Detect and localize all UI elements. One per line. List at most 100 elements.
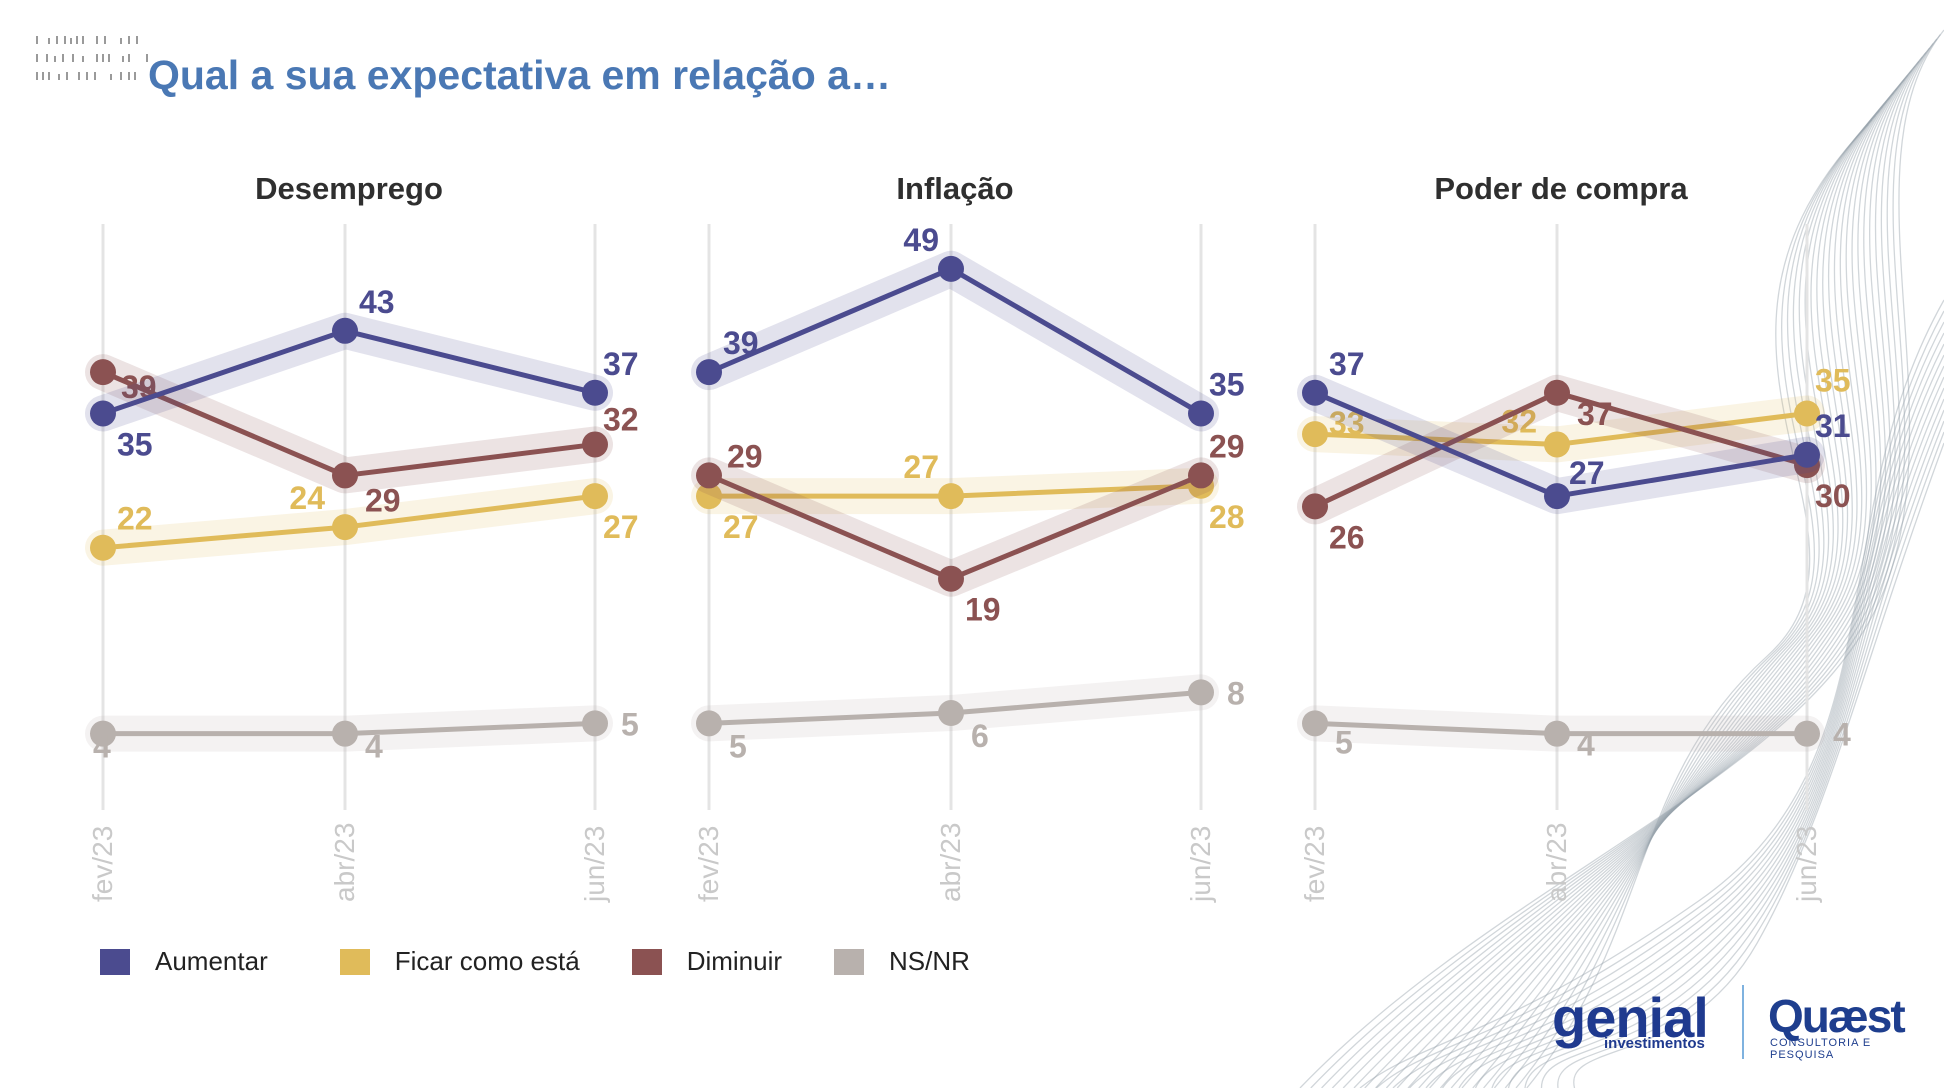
chart-title: Inflação bbox=[896, 171, 1013, 206]
wave-line bbox=[1396, 70, 1913, 1088]
wave-line bbox=[1458, 365, 1944, 1088]
chart-title: Desemprego bbox=[255, 171, 443, 206]
wave-line bbox=[1474, 376, 1944, 1088]
data-label-nsnr: 5 bbox=[1335, 724, 1353, 760]
chart-title: Poder de compra bbox=[1434, 171, 1688, 206]
wave-line bbox=[1429, 83, 1902, 1088]
data-label-nsnr: 4 bbox=[1833, 717, 1851, 753]
data-label-nsnr: 5 bbox=[729, 728, 747, 764]
legend-item-ficar: Ficar como está bbox=[339, 946, 580, 977]
data-label-aumentar: 35 bbox=[117, 426, 153, 462]
data-label-ficar: 35 bbox=[1815, 362, 1851, 398]
legend-swatch-nsnr bbox=[834, 948, 865, 975]
wave-line bbox=[1342, 47, 1931, 1088]
wave-line bbox=[1540, 420, 1944, 1088]
wave-line bbox=[1557, 431, 1944, 1088]
data-point-ficar bbox=[582, 483, 608, 510]
dot-pattern-icon bbox=[36, 36, 148, 80]
x-tick-label: jun/23 bbox=[1791, 826, 1822, 903]
wave-line bbox=[1515, 119, 1873, 1088]
wave-lines-group bbox=[1299, 29, 1944, 1088]
data-label-aumentar: 37 bbox=[603, 346, 639, 382]
wave-line bbox=[1425, 343, 1944, 1088]
genial-logo: genial bbox=[1552, 986, 1709, 1049]
wave-line bbox=[1491, 387, 1944, 1088]
data-point-ficar bbox=[938, 483, 964, 510]
data-label-ficar: 27 bbox=[723, 509, 759, 545]
wave-line bbox=[1507, 398, 1944, 1088]
x-tick-label: fev/23 bbox=[693, 826, 724, 902]
x-tick-label: fev/23 bbox=[87, 826, 118, 902]
wave-line bbox=[1483, 106, 1884, 1088]
x-tick-label: fev/23 bbox=[1299, 826, 1330, 902]
data-point-ficar bbox=[90, 534, 116, 561]
data-label-aumentar: 43 bbox=[359, 284, 395, 320]
data-point-ficar bbox=[696, 483, 722, 510]
data-point-ficar bbox=[1544, 431, 1570, 458]
data-label-diminuir: 29 bbox=[1209, 428, 1245, 464]
data-label-ficar: 27 bbox=[603, 509, 639, 545]
data-point-diminuir bbox=[90, 359, 116, 386]
data-point-aumentar bbox=[90, 400, 116, 427]
wave-line bbox=[1504, 115, 1877, 1088]
data-label-aumentar: 37 bbox=[1329, 346, 1365, 382]
data-label-diminuir: 32 bbox=[603, 401, 639, 437]
wave-line bbox=[1441, 354, 1944, 1088]
data-point-diminuir bbox=[332, 462, 358, 489]
legend-swatch-diminuir bbox=[631, 948, 662, 975]
chart-panel-2: Inflação fev/23 abr/23 jun/23 5 6 8 27 27 28 29 19 2… bbox=[691, 171, 1245, 903]
wave-line bbox=[1418, 79, 1905, 1088]
logo-divider bbox=[1742, 985, 1744, 1059]
genial-logo-subtitle: investimentos bbox=[1604, 1035, 1705, 1052]
data-label-aumentar: 31 bbox=[1815, 408, 1851, 444]
data-point-nsnr bbox=[582, 710, 608, 737]
data-point-nsnr bbox=[1188, 679, 1214, 706]
data-label-ficar: 27 bbox=[903, 449, 939, 485]
data-label-ficar: 28 bbox=[1209, 499, 1245, 535]
x-tick-label: abr/23 bbox=[935, 823, 966, 902]
wave-line bbox=[1331, 43, 1934, 1088]
data-label-diminuir: 26 bbox=[1329, 519, 1365, 555]
wave-line bbox=[1524, 409, 1944, 1088]
data-point-nsnr bbox=[1794, 720, 1820, 747]
legend-label-nsnr: NS/NR bbox=[889, 946, 970, 976]
data-point-nsnr bbox=[1302, 710, 1328, 737]
data-label-aumentar: 27 bbox=[1569, 455, 1605, 491]
wave-line bbox=[1392, 321, 1944, 1088]
wave-line bbox=[1375, 61, 1920, 1088]
data-point-diminuir bbox=[1302, 493, 1328, 520]
data-point-ficar bbox=[1794, 400, 1820, 427]
wave-line bbox=[1321, 38, 1938, 1088]
legend-swatch-ficar bbox=[339, 948, 370, 975]
data-point-diminuir bbox=[696, 462, 722, 489]
data-label-ficar: 22 bbox=[117, 501, 153, 537]
legend-label-ficar: Ficar como está bbox=[394, 946, 580, 976]
wave-line bbox=[1353, 52, 1927, 1088]
data-label-aumentar: 39 bbox=[723, 325, 759, 361]
data-point-aumentar bbox=[1188, 400, 1214, 427]
legend-label-aumentar: Aumentar bbox=[155, 946, 268, 976]
wave-line bbox=[1364, 56, 1923, 1088]
wave-line bbox=[1359, 299, 1944, 1088]
data-label-diminuir: 29 bbox=[365, 482, 401, 518]
x-tick-label: jun/23 bbox=[1185, 826, 1216, 903]
x-tick-label: jun/23 bbox=[579, 826, 610, 903]
data-point-aumentar bbox=[938, 255, 964, 282]
data-point-nsnr bbox=[90, 720, 116, 747]
data-point-ficar bbox=[1302, 421, 1328, 448]
data-point-diminuir bbox=[938, 565, 964, 592]
data-point-diminuir bbox=[582, 431, 608, 458]
wave-line bbox=[1407, 74, 1909, 1088]
quaest-logo-subtitle: CONSULTORIA E PESQUISA bbox=[1770, 1037, 1872, 1061]
data-label-nsnr: 4 bbox=[365, 729, 383, 765]
data-point-aumentar bbox=[696, 359, 722, 386]
data-label-nsnr: 5 bbox=[621, 706, 639, 742]
data-point-aumentar bbox=[332, 317, 358, 344]
legend: Aumentar Ficar como está Diminuir NS/NR bbox=[100, 946, 1022, 977]
wave-line bbox=[1385, 65, 1916, 1088]
x-tick-label: abr/23 bbox=[1541, 823, 1572, 902]
data-point-aumentar bbox=[1544, 483, 1570, 510]
quaest-logo: Quæst bbox=[1768, 990, 1906, 1042]
